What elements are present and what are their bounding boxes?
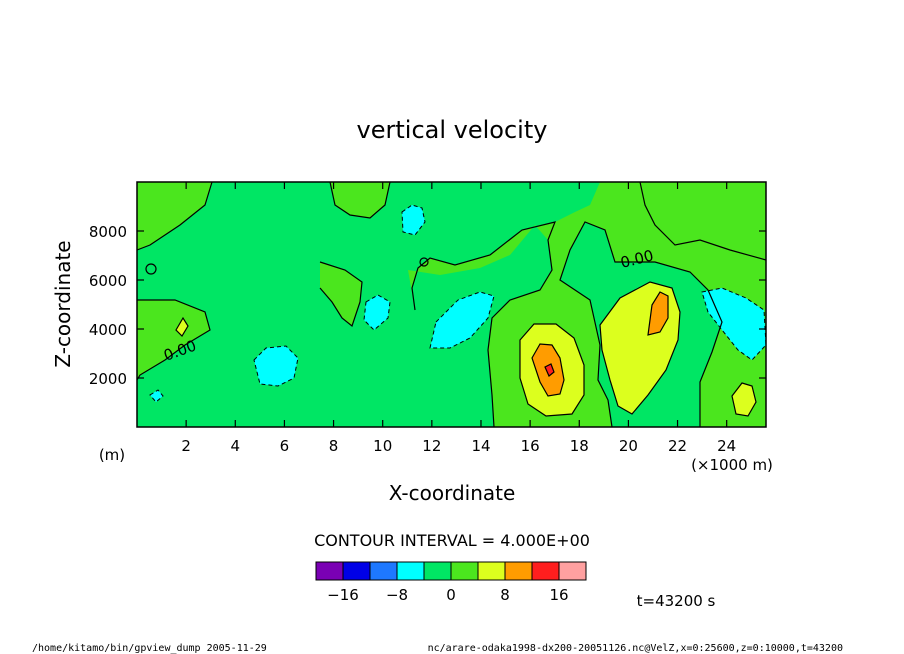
x-tick-label: 22 <box>668 437 687 455</box>
region-negative <box>253 345 299 387</box>
y-tick-label: 4000 <box>89 321 127 339</box>
x-tick-label: 4 <box>231 437 241 455</box>
time-label: t=43200 s <box>637 592 716 610</box>
contour-fills <box>137 182 766 427</box>
y-axis-ticks: 2000 4000 6000 8000 <box>89 223 766 388</box>
footer-left: /home/kitamo/bin/gpview_dump 2005-11-29 <box>32 643 267 654</box>
contour-line-zero <box>411 221 556 428</box>
colorbar-swatch <box>315 561 344 581</box>
plot-frame <box>136 181 767 428</box>
y-tick-label: 6000 <box>89 272 127 290</box>
region-positive-16 <box>544 363 555 377</box>
region-positive-weak <box>330 182 390 218</box>
x-tick-label: 16 <box>521 437 540 455</box>
contour-line-zero <box>136 299 211 381</box>
colorbar-swatch <box>450 561 479 581</box>
x-unit-label: (×1000 m) <box>691 456 773 474</box>
chart-title: vertical velocity <box>357 116 548 144</box>
colorbar-tick-label: 16 <box>549 586 568 604</box>
contour-line-zero <box>145 263 157 275</box>
x-tick-label: 20 <box>619 437 638 455</box>
x-tick-label: 2 <box>181 437 191 455</box>
contour-line-zero <box>319 261 363 328</box>
colorbar-swatch <box>342 561 371 581</box>
colorbar <box>315 561 587 581</box>
y-tick-label: 2000 <box>89 370 127 388</box>
colorbar-swatch <box>558 561 587 581</box>
x-tick-label: 12 <box>422 437 441 455</box>
region-negative <box>429 291 495 349</box>
contour-positive-cores <box>175 281 757 417</box>
region-positive-8 <box>731 382 757 417</box>
colorbar-swatch <box>504 561 533 581</box>
region-positive-8 <box>175 316 189 337</box>
colorbar-tick-label: −16 <box>327 586 359 604</box>
colorbar-tick-label: 0 <box>446 586 456 604</box>
contour-line-zero <box>329 181 391 219</box>
plot-area: 0.00 0.00 <box>136 181 767 428</box>
zero-contours <box>136 181 767 428</box>
region-positive-12 <box>647 291 669 336</box>
colorbar-tick-label: −8 <box>386 586 408 604</box>
x-tick-label: 18 <box>570 437 589 455</box>
contour-line-zero <box>136 181 213 251</box>
contour-negative <box>149 204 767 403</box>
x-axis-ticks: 2 4 6 8 10 12 14 16 18 20 22 24 <box>181 182 736 455</box>
region-positive-weak <box>320 262 362 326</box>
y-axis-label: Z-coordinate <box>51 240 75 367</box>
x-tick-label: 10 <box>373 437 392 455</box>
y-tick-label: 8000 <box>89 223 127 241</box>
region-negative <box>149 389 164 403</box>
contour-line-zero <box>559 221 723 428</box>
x-axis-label: X-coordinate <box>389 481 516 505</box>
region-negative <box>363 294 391 331</box>
x-tick-label: 8 <box>329 437 339 455</box>
footer-right: nc/arare-odaka1998-dx200-20051126.nc@Vel… <box>428 643 843 654</box>
colorbar-swatch <box>531 561 560 581</box>
region-positive-weak <box>137 182 212 250</box>
region-negative <box>701 287 767 361</box>
colorbar-swatch <box>369 561 398 581</box>
colorbar-tick-labels: −16 −8 0 8 16 <box>327 586 568 604</box>
colorbar-swatch <box>477 561 506 581</box>
contour-interval-label: CONTOUR INTERVAL = 4.000E+00 <box>314 531 590 550</box>
colorbar-swatch <box>396 561 425 581</box>
x-tick-label: 14 <box>471 437 490 455</box>
contour-line-zero <box>419 257 429 267</box>
region-negative <box>401 204 426 236</box>
x-tick-label: 24 <box>717 437 736 455</box>
contour-line-zero <box>639 181 767 261</box>
colorbar-tick-label: 8 <box>500 586 510 604</box>
y-unit-label: (m) <box>99 446 125 464</box>
colorbar-swatch <box>423 561 452 581</box>
region-positive-weak <box>137 300 210 380</box>
x-tick-label: 6 <box>280 437 290 455</box>
region-positive-weak <box>640 182 766 260</box>
